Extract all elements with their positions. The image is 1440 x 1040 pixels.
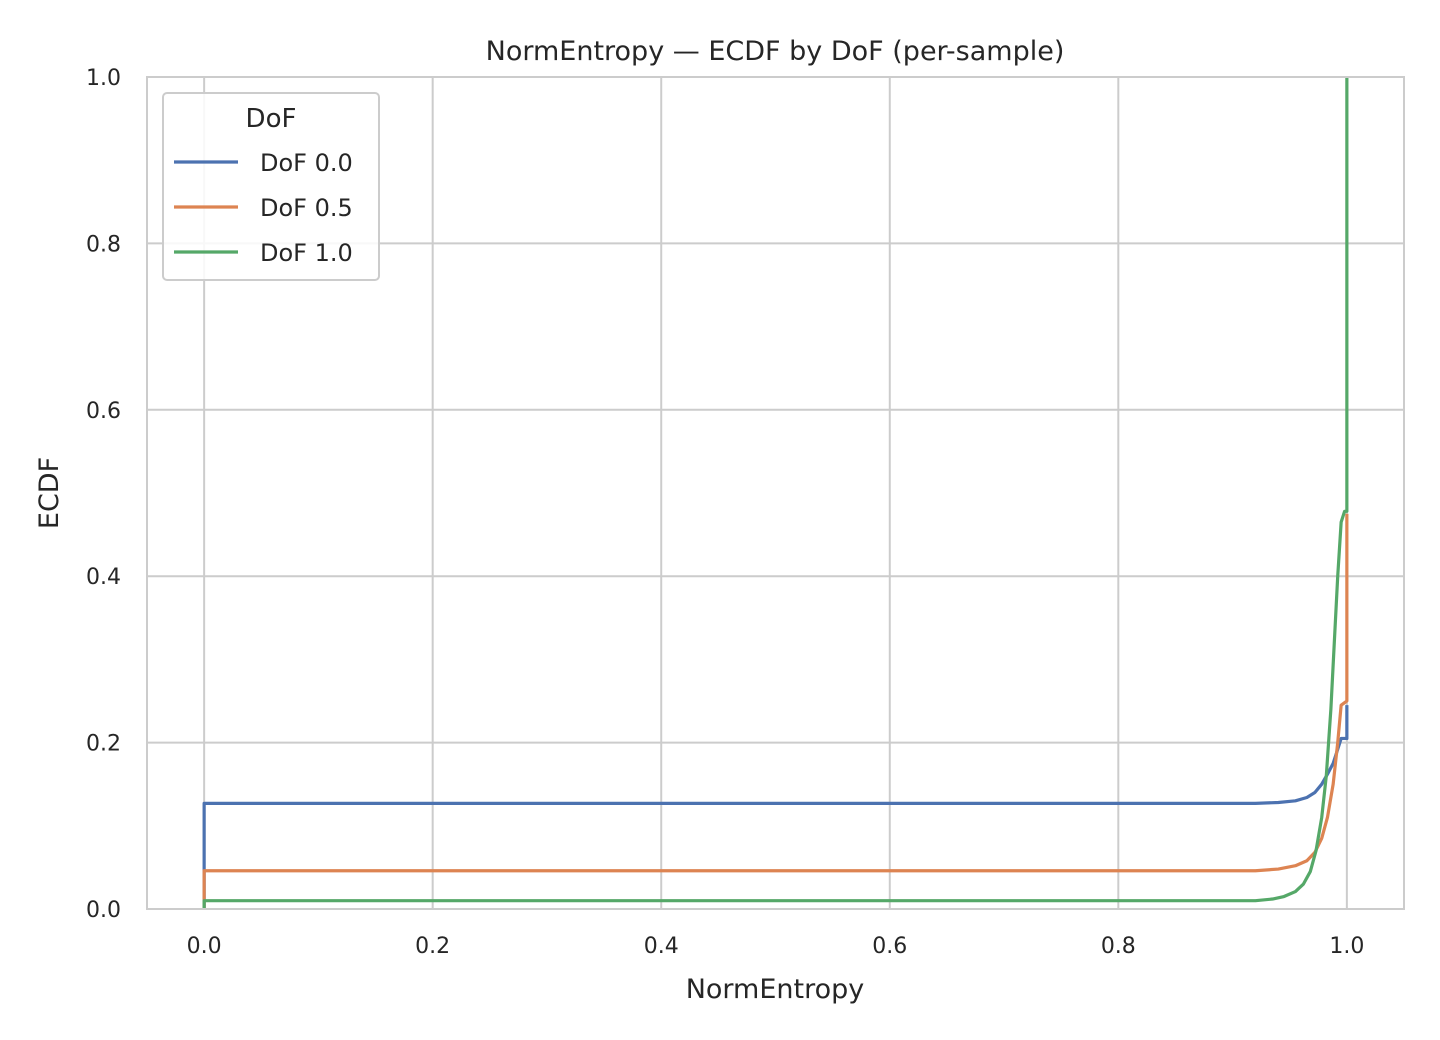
series-line-0 (202, 705, 1349, 909)
legend-label-0: DoF 0.0 (260, 149, 353, 177)
y-tick-label: 0.8 (86, 232, 121, 257)
series-line-1 (202, 513, 1349, 909)
x-tick-label: 0.2 (415, 934, 450, 959)
legend-label-2: DoF 1.0 (260, 239, 353, 267)
plot-frame (146, 76, 1405, 910)
x-axis-title: NormEntropy (686, 974, 865, 1005)
x-tick-label: 0.0 (187, 934, 222, 959)
y-tick-label: 0.2 (86, 732, 121, 757)
x-axis-ticks: 0.0 0.2 0.4 0.6 0.8 1.0 (187, 934, 1365, 959)
x-tick-label: 0.6 (872, 934, 907, 959)
x-tick-label: 0.4 (644, 934, 679, 959)
series-layer (202, 77, 1349, 909)
legend-title: DoF (246, 104, 297, 134)
series-line-2 (202, 77, 1349, 909)
y-tick-label: 0.4 (86, 565, 121, 590)
y-axis-title: ECDF (34, 457, 65, 529)
y-tick-label: 0.6 (86, 399, 121, 424)
chart-title: NormEntropy — ECDF by DoF (per-sample) (486, 36, 1065, 67)
legend: DoF DoF 0.0 DoF 0.5 DoF 1.0 (162, 92, 380, 281)
legend-box (162, 92, 380, 281)
x-tick-label: 1.0 (1329, 934, 1364, 959)
y-tick-label: 0.0 (86, 898, 121, 923)
y-axis-ticks: 0.0 0.2 0.4 0.6 0.8 1.0 (86, 66, 121, 923)
legend-label-1: DoF 0.5 (260, 194, 353, 222)
y-tick-label: 1.0 (86, 66, 121, 91)
x-tick-label: 0.8 (1101, 934, 1136, 959)
